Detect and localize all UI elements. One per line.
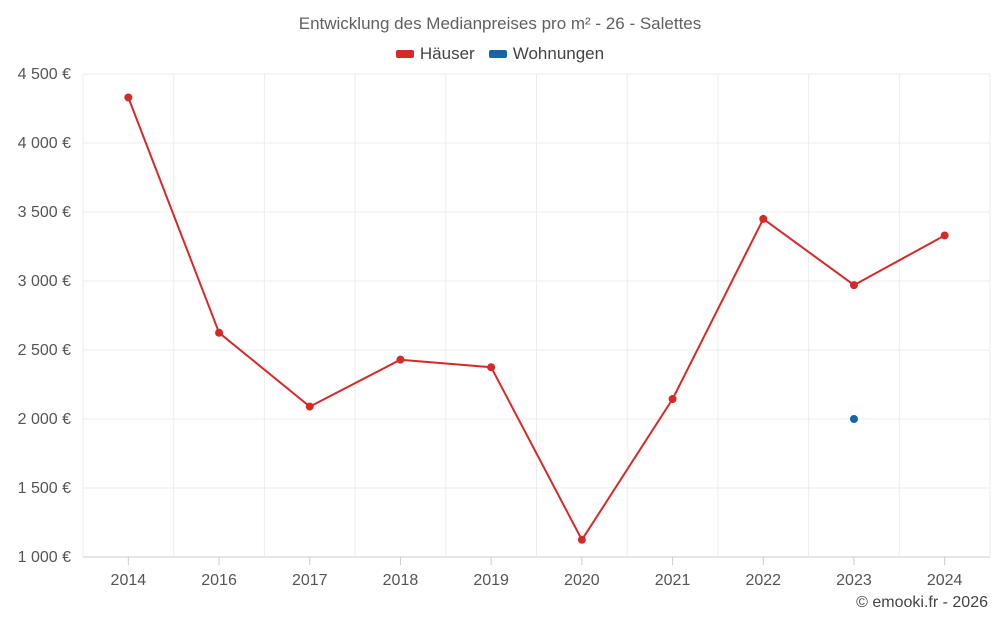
y-tick-label: 2 000 € (18, 411, 71, 428)
legend-label-haeuser: Häuser (419, 44, 475, 63)
data-point-haeuser (668, 394, 677, 403)
data-point-haeuser (124, 93, 133, 102)
grid-layer (82, 73, 991, 558)
axis-layer: 1 000 € 1 500 € 2 000 € 2 500 € 3 000 € 3 500… (18, 66, 963, 589)
data-point-haeuser (759, 214, 768, 223)
legend-swatch-haeuser (395, 50, 414, 58)
x-tick-label: 2021 (655, 572, 691, 589)
data-point-wohnungen (849, 415, 858, 423)
data-point-haeuser (940, 231, 949, 240)
series-line-haeuser (127, 97, 946, 541)
x-tick-label: 2019 (473, 572, 509, 589)
y-tick-label: 1 000 € (18, 549, 71, 566)
x-tick-label: 2023 (836, 572, 872, 589)
data-point-haeuser (487, 363, 496, 372)
series-layer (124, 93, 949, 544)
data-point-haeuser (849, 281, 858, 290)
y-tick-label: 3 000 € (18, 273, 71, 290)
legend-item-haeuser[interactable]: Häuser (395, 44, 475, 64)
legend: Häuser Wohnungen (0, 44, 1000, 64)
data-point-haeuser (396, 355, 405, 364)
x-tick-label: 2014 (111, 572, 147, 589)
chart-title: Entwicklung des Medianpreises pro m² - 2… (298, 14, 702, 33)
x-tick-label: 2016 (201, 572, 237, 589)
data-point-haeuser (305, 402, 314, 411)
y-tick-label: 3 500 € (18, 204, 71, 221)
y-tick-label: 2 500 € (18, 342, 71, 359)
legend-label-wohnungen: Wohnungen (512, 44, 605, 63)
y-tick-label: 4 500 € (18, 66, 71, 83)
copyright-text: © emooki.fr - 2026 (856, 594, 988, 611)
x-tick-label: 2017 (292, 572, 328, 589)
x-tick-label: 2020 (564, 572, 600, 589)
data-point-haeuser (215, 328, 224, 337)
legend-swatch-wohnungen (488, 50, 507, 58)
y-tick-label: 4 000 € (18, 135, 71, 152)
data-point-haeuser (577, 535, 586, 544)
y-tick-label: 1 500 € (18, 480, 71, 497)
x-tick-label: 2018 (383, 572, 419, 589)
x-tick-label: 2024 (927, 572, 963, 589)
x-tick-label: 2022 (745, 572, 781, 589)
legend-item-wohnungen[interactable]: Wohnungen (488, 44, 605, 64)
